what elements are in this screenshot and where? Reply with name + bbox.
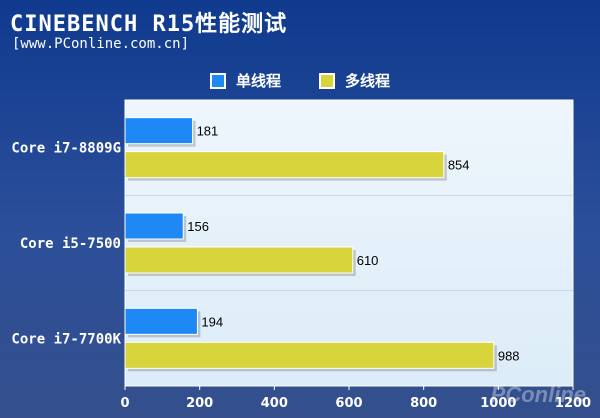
data-label: 156 (187, 219, 209, 234)
legend-swatch-single (209, 72, 226, 89)
x-tick-label: 400 (261, 396, 288, 411)
data-label: 610 (357, 253, 379, 268)
legend: 单线程 多线程 (0, 70, 600, 91)
bar-multi-thread (124, 151, 445, 179)
bar-multi-thread (124, 246, 354, 274)
x-tick-label: 1000 (480, 396, 516, 411)
x-tick-label: 600 (335, 396, 362, 411)
category-label: Core i5-7500 (20, 236, 121, 252)
legend-label-single: 单线程 (235, 72, 281, 90)
legend-swatch-multi (319, 72, 335, 89)
watermark-logo: PConline (490, 382, 586, 407)
bar-single-thread (124, 307, 198, 335)
category-label: Core i7-7700K (11, 331, 121, 347)
data-label: 988 (498, 348, 520, 363)
x-tick-label: 800 (410, 396, 437, 411)
bar-single-thread (124, 212, 184, 240)
chart-subtitle: [www.PConline.com.cn] (12, 36, 190, 52)
bar-single-thread (124, 117, 194, 145)
legend-label-multi: 多线程 (345, 72, 391, 90)
data-label: 194 (201, 314, 223, 329)
chart-title: CINEBENCH R15性能测试 (10, 12, 288, 37)
bar-multi-thread (124, 341, 495, 369)
plot-area (124, 99, 574, 387)
data-label: 181 (197, 124, 219, 139)
legend-item-multi: 多线程 (319, 70, 390, 91)
x-tick-label: 0 (120, 396, 129, 411)
x-tick-label: 200 (186, 396, 213, 411)
legend-item-single: 单线程 (209, 70, 281, 91)
category-label: Core i7-8809G (11, 141, 121, 157)
x-tick-label: 1200 (555, 396, 591, 411)
data-label: 854 (448, 158, 470, 173)
